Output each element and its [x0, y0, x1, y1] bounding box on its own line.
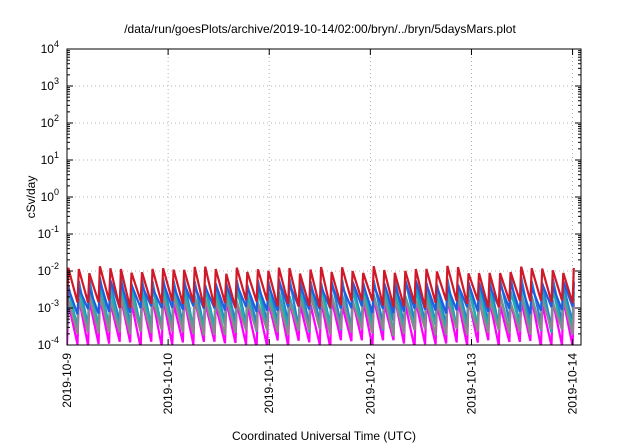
y-tick-label: 103 — [41, 76, 59, 93]
x-tick-label: 2019-10-12 — [363, 353, 377, 415]
x-tick-label: 2019-10-14 — [566, 353, 580, 415]
x-axis-ticks: 2019-10-9 2019-10-10 2019-10-11 2019-10-12 2… — [60, 49, 580, 414]
y-axis-ticks: 10-4 10-3 10-2 10-1 100 101 102 103 104 — [38, 39, 581, 352]
y-tick-label: 10-1 — [38, 224, 59, 241]
x-tick-label: 2019-10-13 — [464, 353, 478, 415]
y-tick-label: 100 — [41, 187, 59, 204]
series-line — [67, 265, 575, 309]
y-tick-label: 10-2 — [38, 261, 59, 278]
grid-lines — [67, 49, 581, 345]
x-axis-label: Coordinated Universal Time (UTC) — [232, 429, 416, 443]
chart-title: /data/run/goesPlots/archive/2019-10-14/0… — [124, 22, 516, 36]
y-tick-label: 104 — [41, 39, 59, 56]
series-lines — [67, 265, 575, 345]
x-tick-label: 2019-10-11 — [262, 353, 276, 414]
y-tick-label: 102 — [41, 113, 59, 130]
y-tick-label: 10-3 — [38, 298, 59, 315]
x-tick-label: 2019-10-10 — [161, 353, 175, 415]
x-tick-label: 2019-10-9 — [60, 353, 74, 408]
y-tick-label: 101 — [41, 150, 59, 167]
y-tick-label: 10-4 — [38, 335, 59, 352]
y-axis-label: cSv/day — [24, 176, 38, 219]
